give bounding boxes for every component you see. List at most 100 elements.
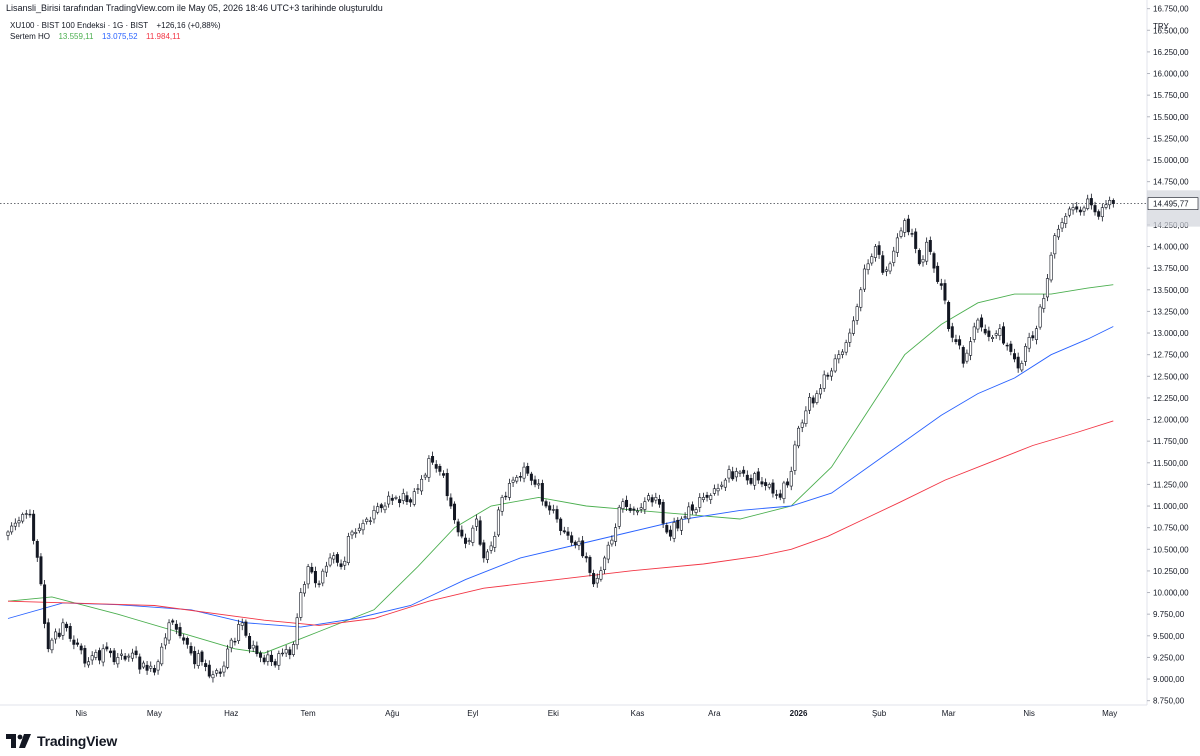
candle	[778, 489, 782, 501]
candle	[365, 517, 369, 525]
candle	[833, 354, 837, 373]
candle	[1012, 348, 1016, 363]
time-axis-label: Eyl	[467, 709, 478, 718]
price-tick-label: 10.000,00	[1153, 589, 1189, 598]
time-axis[interactable]: Nis May Haz Tem Ağu Eyl Eki Kas Ara 2026 Şub Mar Nis…	[0, 704, 1147, 718]
price-axis[interactable]: TRY 8.750,00 9.000,00 9.250,00 9.500,00 9.75…	[1146, 0, 1189, 706]
candle	[204, 659, 208, 672]
candle	[1075, 202, 1079, 213]
indicator-name: Sertem HO	[10, 32, 51, 41]
time-axis-label: Şub	[872, 709, 887, 718]
candle	[1053, 233, 1057, 259]
candle	[251, 640, 255, 653]
candle	[335, 552, 339, 567]
time-axis-label: Tem	[301, 709, 316, 718]
candle	[409, 497, 413, 507]
time-axis-label: Nis	[1023, 709, 1035, 718]
candle	[438, 463, 442, 476]
candle	[599, 566, 603, 582]
candle	[138, 653, 142, 674]
candle	[68, 623, 72, 642]
candle	[577, 537, 581, 551]
candle	[416, 484, 420, 494]
candle	[57, 628, 61, 639]
candle	[947, 300, 951, 332]
candle	[965, 349, 969, 364]
candle	[994, 330, 998, 339]
candle	[500, 494, 504, 516]
candle	[61, 618, 65, 640]
candle	[775, 489, 779, 500]
candle	[101, 644, 105, 667]
candle	[346, 532, 350, 566]
candle	[961, 345, 965, 368]
candle	[826, 372, 830, 380]
currency-label: TRY	[1153, 22, 1170, 31]
candle	[884, 266, 888, 277]
candle	[661, 499, 665, 529]
time-axis-label: Eki	[548, 709, 559, 718]
candle	[72, 635, 76, 650]
candle	[1093, 201, 1097, 216]
candle	[302, 581, 306, 597]
candle	[581, 535, 585, 558]
candle	[504, 491, 508, 501]
ma-value-1: 13.559,11	[58, 32, 94, 41]
candle	[881, 250, 885, 275]
candle	[39, 553, 43, 586]
tradingview-logo-icon	[6, 734, 31, 748]
time-axis-label: May	[147, 709, 162, 718]
candle	[950, 322, 954, 343]
candle	[1089, 193, 1093, 210]
candle	[1067, 206, 1071, 218]
candle	[892, 246, 896, 267]
candle	[789, 466, 793, 491]
candle	[10, 522, 14, 535]
candle	[800, 419, 804, 433]
candle	[760, 476, 764, 488]
candle	[551, 504, 555, 514]
candle	[690, 501, 694, 515]
candle	[21, 512, 25, 524]
candlestick-series	[6, 193, 1115, 683]
candle	[533, 475, 537, 488]
candle	[119, 649, 123, 660]
candle	[679, 516, 683, 536]
candle	[368, 516, 372, 525]
candle	[76, 638, 80, 647]
candle	[811, 395, 815, 408]
candle	[474, 514, 478, 531]
candle	[1005, 342, 1009, 351]
candle	[742, 466, 746, 477]
price-tick-label: 12.000,00	[1153, 416, 1189, 425]
candle	[529, 471, 533, 486]
candle	[745, 470, 749, 485]
candle	[614, 523, 618, 547]
candle	[1045, 273, 1049, 302]
candle	[149, 661, 153, 672]
indicator-legend-row: Sertem HO 13.559,11 13.075,52 11.984,11	[10, 31, 221, 42]
candle	[837, 350, 841, 364]
candle	[284, 645, 288, 657]
candle	[705, 491, 709, 502]
candle	[277, 650, 281, 670]
candle	[1060, 217, 1064, 232]
candle	[906, 214, 910, 236]
candle	[207, 660, 211, 679]
price-chart[interactable]: TRY 8.750,00 9.000,00 9.250,00 9.500,00 9.75…	[0, 0, 1200, 730]
candle	[332, 552, 336, 564]
candle	[467, 537, 471, 545]
candle	[127, 653, 131, 662]
candle	[829, 367, 833, 381]
candle	[588, 555, 592, 577]
price-tick-label: 15.750,00	[1153, 91, 1189, 100]
candle	[445, 468, 449, 501]
candle	[639, 503, 643, 514]
candle	[855, 303, 859, 325]
price-tick-label: 14.000,00	[1153, 243, 1189, 252]
candle	[412, 488, 416, 507]
candle	[167, 619, 171, 645]
candle	[786, 478, 790, 488]
candle	[819, 384, 823, 399]
time-axis-label: Nis	[75, 709, 87, 718]
